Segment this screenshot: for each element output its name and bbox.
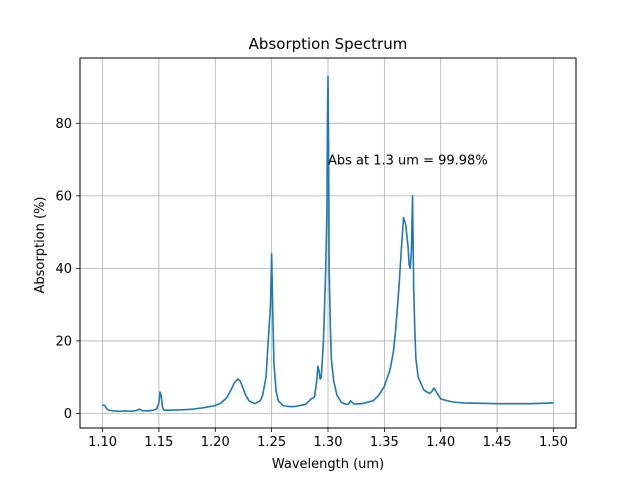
peak-annotation: Abs at 1.3 um = 99.98% (328, 154, 488, 169)
y-tick-label: 60 (55, 189, 72, 204)
x-tick-label: 1.10 (88, 435, 117, 450)
x-tick-label: 1.45 (483, 435, 512, 450)
chart-title: Absorption Spectrum (249, 35, 408, 53)
x-tick-label: 1.30 (314, 435, 343, 450)
y-tick-label: 20 (55, 334, 72, 349)
axis-ticks: 1.10 1.15 1.20 1.25 1.30 1.35 1.40 1.45 1.50 0 20 4… (55, 117, 567, 450)
plot-area (102, 75, 554, 413)
y-tick-label: 40 (55, 262, 72, 277)
absorption-series-line (102, 75, 554, 413)
y-tick-label: 0 (64, 407, 72, 422)
x-tick-label: 1.25 (257, 435, 286, 450)
x-tick-label: 1.50 (539, 435, 568, 450)
x-tick-label: 1.20 (201, 435, 230, 450)
x-axis-label: Wavelength (um) (272, 457, 384, 472)
x-tick-label: 1.35 (370, 435, 399, 450)
y-axis-label: Absorption (%) (33, 197, 48, 294)
y-tick-label: 80 (55, 117, 72, 132)
x-tick-label: 1.40 (426, 435, 455, 450)
x-tick-label: 1.15 (144, 435, 173, 450)
